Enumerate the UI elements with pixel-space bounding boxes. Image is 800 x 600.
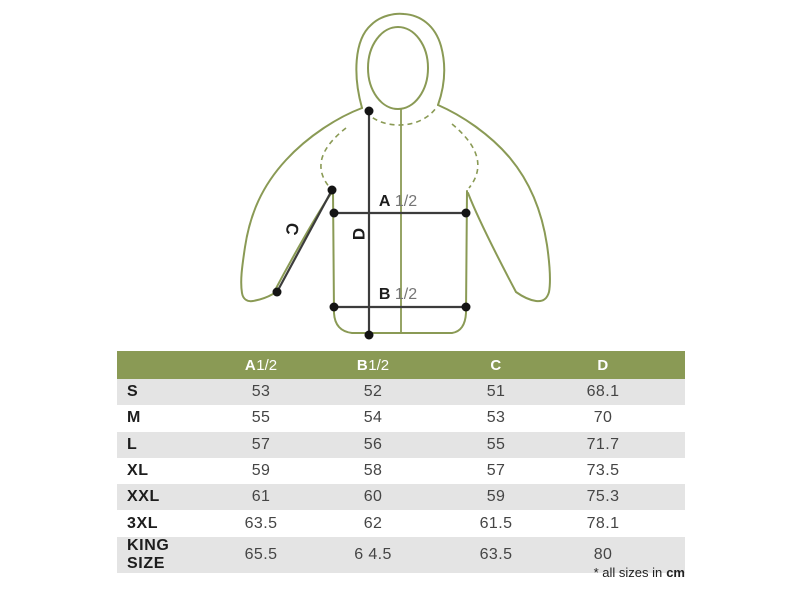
measurement-value: 53	[251, 383, 271, 401]
measurement-value: 57	[486, 462, 506, 480]
measurement-value: 57	[251, 435, 271, 453]
measurement-value: 68.1	[586, 383, 620, 401]
size-column-header	[117, 351, 212, 379]
measure-dot	[461, 302, 471, 312]
footnote: * all sizes in cm	[117, 565, 685, 580]
measure-dot	[327, 185, 337, 195]
header-pad	[650, 351, 685, 379]
measurement-value: 61.5	[479, 514, 513, 532]
measurement-value: 70	[593, 409, 613, 427]
measure-dot	[364, 330, 374, 340]
measure-dot	[272, 287, 282, 297]
size-table: A1/2 B1/2 C D S 53 52 51 68.1 M 55 54 53 70 L 57 56 55 71…	[117, 351, 685, 573]
measurement-value: 59	[251, 462, 271, 480]
right-sleeve-outline	[437, 104, 552, 303]
size-label: 3XL	[127, 514, 159, 532]
measurement-value: 51	[486, 383, 506, 401]
row-pad	[650, 484, 685, 510]
measure-dot	[461, 208, 471, 218]
column-header-a: A1/2	[212, 351, 310, 379]
jacket-measurement-diagram: A 1/2 B 1/2 D C	[240, 12, 552, 340]
measurement-value: 62	[363, 514, 383, 532]
armhole-seam-left-dashed	[320, 127, 347, 190]
size-row-l: L 57 56 55 71.7	[117, 431, 685, 458]
measurement-value: 78.1	[586, 514, 620, 532]
measurement-value: 71.7	[586, 435, 620, 453]
measurement-value: 63.5	[479, 545, 513, 563]
row-pad	[650, 432, 685, 458]
measure-dot	[364, 106, 374, 116]
measurement-value: 65.5	[244, 545, 278, 563]
body-outline	[332, 189, 468, 334]
size-label: S	[127, 383, 139, 401]
measure-label-c: C	[282, 221, 303, 236]
column-header-c: C	[436, 351, 556, 379]
size-table-grid: A1/2 B1/2 C D S 53 52 51 68.1 M 55 54 53 70 L 57 56 55 71…	[117, 351, 685, 573]
measurement-value: 60	[363, 488, 383, 506]
armhole-seam-right-dashed	[451, 123, 479, 189]
measurement-value: 63.5	[244, 514, 278, 532]
measurement-value: 61	[251, 488, 271, 506]
row-pad	[650, 510, 685, 536]
row-pad	[650, 379, 685, 405]
size-row-king-size: KING SIZE 65.5 6 4.5 63.5 80	[117, 536, 685, 573]
size-label: XL	[127, 462, 149, 480]
row-pad	[650, 458, 685, 484]
hood-outline	[355, 12, 446, 109]
measure-dot	[329, 302, 339, 312]
measurement-value: 52	[363, 383, 383, 401]
size-row-s: S 53 52 51 68.1	[117, 379, 685, 406]
size-row-m: M 55 54 53 70	[117, 405, 685, 431]
hood-opening-outline	[367, 26, 429, 110]
measurement-value: 80	[593, 545, 613, 563]
column-header-b: B1/2	[310, 351, 436, 379]
measure-label-d: D	[350, 228, 369, 240]
measure-line-c	[276, 189, 333, 293]
measure-label-b: B 1/2	[379, 286, 417, 303]
measurement-value: 53	[486, 409, 506, 427]
measurement-value: 59	[486, 488, 506, 506]
measurement-value: 73.5	[586, 462, 620, 480]
size-label: M	[127, 409, 141, 427]
measurement-value: 54	[363, 409, 383, 427]
measure-dot	[329, 208, 339, 218]
measurement-value: 6 4.5	[354, 545, 392, 563]
measure-label-a: A 1/2	[379, 193, 417, 210]
size-label: KING SIZE	[127, 536, 170, 572]
column-header-d: D	[556, 351, 650, 379]
footnote-unit: cm	[666, 565, 685, 580]
left-sleeve-outline	[240, 107, 363, 303]
size-row-xxl: XXL 61 60 59 75.3	[117, 484, 685, 511]
measurement-value: 55	[486, 435, 506, 453]
row-pad	[650, 405, 685, 431]
measurement-value: 55	[251, 409, 271, 427]
table-header-row: A1/2 B1/2 C D	[117, 351, 685, 379]
measurement-value: 56	[363, 435, 383, 453]
size-label: L	[127, 435, 138, 453]
footnote-text: * all sizes in	[593, 565, 663, 580]
measurement-value: 75.3	[586, 488, 620, 506]
size-label: XXL	[127, 488, 160, 506]
size-row-xl: XL 59 58 57 73.5	[117, 458, 685, 484]
size-row-3xl: 3XL 63.5 62 61.5 78.1	[117, 510, 685, 536]
measurement-value: 58	[363, 462, 383, 480]
